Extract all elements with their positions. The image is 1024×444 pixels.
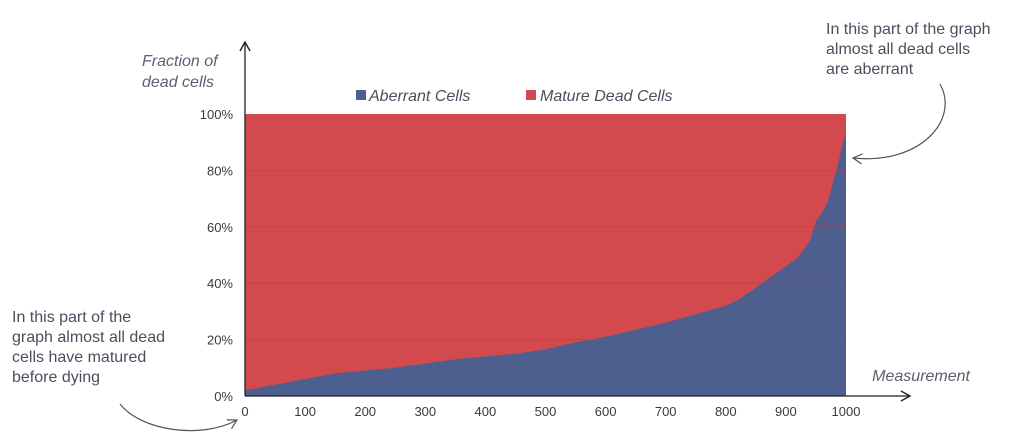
x-axis-title: Measurement xyxy=(872,368,970,385)
x-tick-label: 700 xyxy=(655,404,677,419)
y-tick-label: 60% xyxy=(207,220,233,235)
annotation-bottom-left: In this part of the graph almost all dea… xyxy=(12,308,165,388)
gridlines xyxy=(245,169,846,341)
annotation-arrow-bottom-left xyxy=(119,403,239,432)
annotation-top-right: In this part of the graph almost all dea… xyxy=(826,20,991,80)
annotation-bottom-left-line: graph almost all dead xyxy=(12,329,165,346)
x-tick-label: 400 xyxy=(475,404,497,419)
plot-area xyxy=(245,114,846,396)
legend-swatch-mature xyxy=(526,90,536,100)
legend-label-aberrant: Aberrant Cells xyxy=(368,88,470,105)
y-axis-title-line-2: dead cells xyxy=(142,74,214,91)
annotation-top-right-line: In this part of the graph xyxy=(826,21,991,38)
x-tick-label: 500 xyxy=(535,404,557,419)
x-tick-label: 900 xyxy=(775,404,797,419)
x-tick-label: 200 xyxy=(354,404,376,419)
x-tick-label: 800 xyxy=(715,404,737,419)
legend-swatch-aberrant xyxy=(356,90,366,100)
annotation-bottom-left-line: cells have matured xyxy=(12,349,147,366)
annotation-bottom-left-line: In this part of the xyxy=(12,309,132,326)
aberrant-cells-area xyxy=(245,133,846,396)
y-tick-labels: 0% 20% 40% 60% 80% 100% xyxy=(200,107,234,404)
x-tick-label: 0 xyxy=(241,404,248,419)
x-tick-label: 300 xyxy=(414,404,436,419)
annotation-arrow-top-right xyxy=(851,83,946,165)
y-tick-label: 0% xyxy=(214,389,233,404)
legend-label-mature: Mature Dead Cells xyxy=(540,88,673,105)
x-tick-label: 1000 xyxy=(832,404,861,419)
y-tick-label: 20% xyxy=(207,333,233,348)
annotation-top-right-line: almost all dead cells xyxy=(826,41,971,58)
x-tick-label: 100 xyxy=(294,404,316,419)
annotation-bottom-left-line: before dying xyxy=(12,369,101,386)
y-tick-label: 100% xyxy=(200,107,234,122)
y-tick-label: 80% xyxy=(207,163,233,178)
y-axis-title-line-1: Fraction of xyxy=(142,53,219,70)
x-tick-labels: 0 100 200 300 400 500 600 700 800 900 1000 xyxy=(241,404,860,419)
x-tick-label: 600 xyxy=(595,404,617,419)
y-tick-label: 40% xyxy=(207,276,233,291)
annotation-top-right-line: are aberrant xyxy=(826,61,914,78)
legend: Aberrant Cells Mature Dead Cells xyxy=(356,88,673,105)
